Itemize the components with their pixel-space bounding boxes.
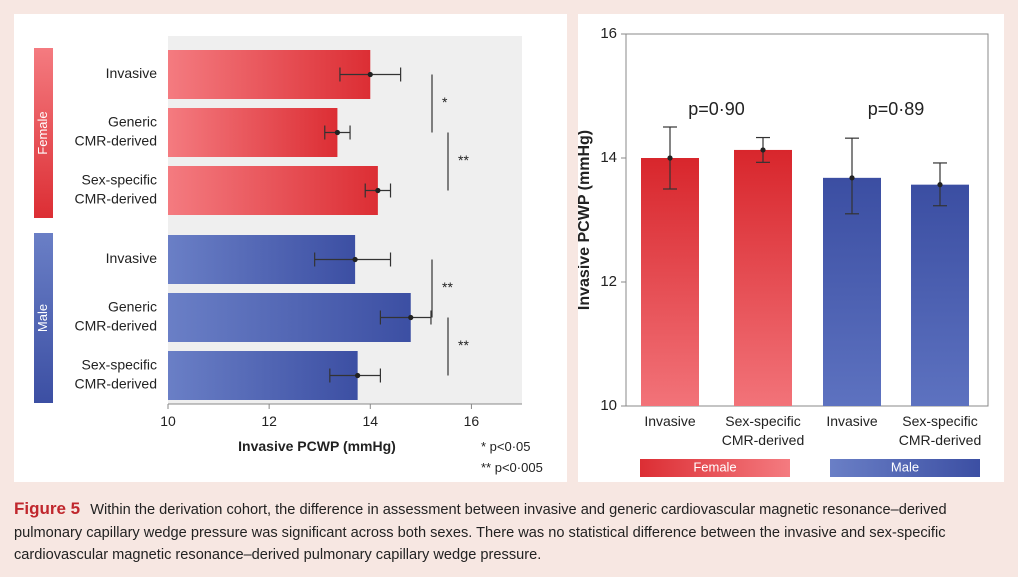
mean-point — [937, 182, 943, 188]
mean-point — [760, 147, 766, 153]
bar-category-label: Invasive — [106, 65, 158, 81]
horizontal-bar-chart: Female Invasive Generic CMR-derived Sex-spec… — [34, 36, 543, 475]
mean-point — [352, 256, 358, 263]
x-tick-label: 10 — [160, 413, 176, 429]
bar — [734, 149, 792, 406]
caption-label: Figure 5 — [14, 499, 81, 518]
significance-label: ** — [458, 152, 469, 168]
y-tick-label: 10 — [600, 397, 617, 414]
x-category-label: CMR-derived — [722, 432, 804, 448]
bar-category-label: Invasive — [106, 250, 158, 266]
mean-point — [334, 129, 341, 136]
mean-point — [355, 372, 361, 379]
bar — [641, 158, 699, 406]
legend-note: ** p<0·005 — [481, 460, 543, 475]
x-category-label: Invasive — [826, 413, 878, 429]
mean-point — [408, 314, 414, 321]
figure-caption: Figure 5 Within the derivation cohort, t… — [14, 498, 1010, 567]
bar-category-label: CMR-derived — [75, 133, 157, 149]
group-label-female: Female — [35, 111, 50, 154]
significance-label: ** — [442, 279, 453, 295]
y-tick-label: 14 — [600, 149, 617, 166]
bar-category-label: Sex-specific — [82, 357, 157, 373]
legend-note: * p<0·05 — [481, 439, 531, 454]
p-value-annotation: p=0·90 — [688, 99, 745, 119]
bar-category-label: CMR-derived — [75, 191, 157, 207]
legend-label: Male — [891, 459, 919, 474]
mean-point — [367, 71, 373, 78]
group-label-male: Male — [35, 304, 50, 332]
legend-swatch-male — [830, 459, 980, 477]
legend-label: Female — [693, 459, 736, 474]
x-axis-title: Invasive PCWP (mmHg) — [238, 438, 396, 454]
bar — [911, 184, 969, 406]
y-tick-label: 16 — [600, 25, 617, 42]
x-category-label: CMR-derived — [899, 432, 981, 448]
mean-point — [375, 187, 381, 194]
significance-label: ** — [458, 337, 469, 353]
y-axis-title: Invasive PCWP (mmHg) — [578, 130, 593, 310]
x-category-label: Invasive — [644, 413, 696, 429]
bar-category-label: Generic — [108, 114, 157, 130]
bar — [823, 177, 881, 406]
bar-category-label: Generic — [108, 299, 157, 315]
right-chart-panel: 10 12 14 16 Invasive PCWP (mmHg) Invasive Sex-… — [576, 14, 1004, 482]
p-value-annotation: p=0·89 — [868, 99, 925, 119]
bar — [168, 108, 338, 157]
bar-category-label: CMR-derived — [75, 318, 157, 334]
vertical-bar-chart: 10 12 14 16 Invasive PCWP (mmHg) Invasive Sex-… — [576, 25, 989, 477]
x-tick-label: 14 — [362, 413, 378, 429]
bar — [168, 166, 378, 215]
bar — [168, 293, 411, 342]
caption-text: Within the derivation cohort, the differ… — [14, 502, 947, 563]
x-tick-label: 12 — [261, 413, 277, 429]
mean-point — [849, 175, 855, 181]
x-category-label: Sex-specific — [725, 413, 800, 429]
legend-swatch-female — [640, 459, 790, 477]
bar — [168, 50, 371, 99]
x-tick-label: 16 — [464, 413, 480, 429]
y-tick-label: 12 — [600, 273, 617, 290]
group-strip-female — [34, 48, 53, 218]
bar-category-label: CMR-derived — [75, 376, 157, 392]
left-chart-panel: Female Invasive Generic CMR-derived Sex-spec… — [14, 14, 567, 482]
bar — [168, 351, 358, 400]
bar-category-label: Sex-specific — [82, 172, 157, 188]
x-category-label: Sex-specific — [902, 413, 977, 429]
group-strip-male — [34, 233, 53, 403]
significance-label: * — [442, 94, 448, 110]
mean-point — [667, 155, 673, 161]
